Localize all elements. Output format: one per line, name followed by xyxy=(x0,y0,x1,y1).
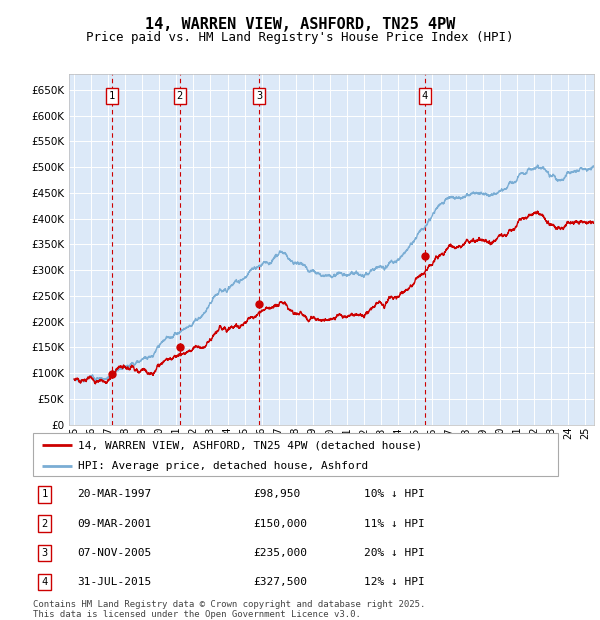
Text: Contains HM Land Registry data © Crown copyright and database right 2025.
This d: Contains HM Land Registry data © Crown c… xyxy=(33,600,425,619)
Text: 2: 2 xyxy=(176,91,183,101)
Text: 12% ↓ HPI: 12% ↓ HPI xyxy=(364,577,425,587)
Text: 3: 3 xyxy=(256,91,262,101)
Text: 4: 4 xyxy=(422,91,428,101)
Text: 07-NOV-2005: 07-NOV-2005 xyxy=(77,547,152,558)
Text: 10% ↓ HPI: 10% ↓ HPI xyxy=(364,489,425,500)
Text: £235,000: £235,000 xyxy=(254,547,308,558)
Text: 1: 1 xyxy=(41,489,47,500)
Text: 20-MAR-1997: 20-MAR-1997 xyxy=(77,489,152,500)
Text: £327,500: £327,500 xyxy=(254,577,308,587)
Text: 31-JUL-2015: 31-JUL-2015 xyxy=(77,577,152,587)
Text: Price paid vs. HM Land Registry's House Price Index (HPI): Price paid vs. HM Land Registry's House … xyxy=(86,31,514,44)
Text: 3: 3 xyxy=(41,547,47,558)
Text: £150,000: £150,000 xyxy=(254,518,308,529)
Text: HPI: Average price, detached house, Ashford: HPI: Average price, detached house, Ashf… xyxy=(77,461,368,471)
Text: 20% ↓ HPI: 20% ↓ HPI xyxy=(364,547,425,558)
Text: 09-MAR-2001: 09-MAR-2001 xyxy=(77,518,152,529)
Text: 11% ↓ HPI: 11% ↓ HPI xyxy=(364,518,425,529)
FancyBboxPatch shape xyxy=(33,433,558,476)
Text: 1: 1 xyxy=(109,91,115,101)
Text: 4: 4 xyxy=(41,577,47,587)
Text: 2: 2 xyxy=(41,518,47,529)
Text: 14, WARREN VIEW, ASHFORD, TN25 4PW: 14, WARREN VIEW, ASHFORD, TN25 4PW xyxy=(145,17,455,32)
Text: 14, WARREN VIEW, ASHFORD, TN25 4PW (detached house): 14, WARREN VIEW, ASHFORD, TN25 4PW (deta… xyxy=(77,440,422,450)
Text: £98,950: £98,950 xyxy=(254,489,301,500)
